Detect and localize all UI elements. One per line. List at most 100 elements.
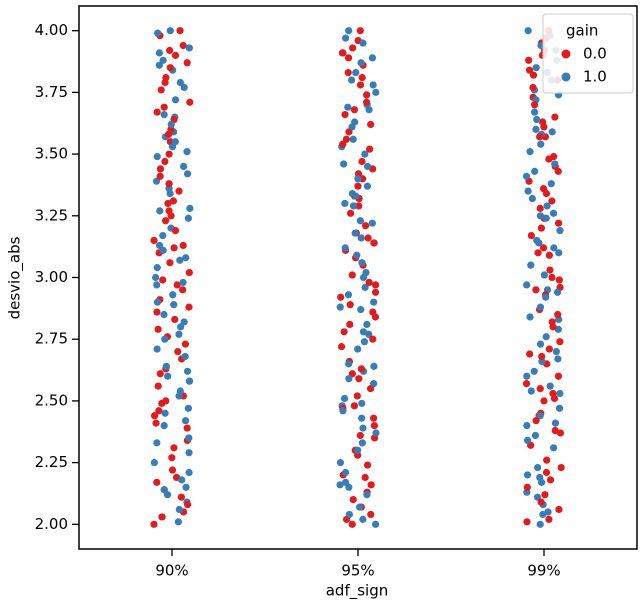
point (185, 449, 193, 457)
point (162, 217, 170, 225)
point (159, 246, 167, 254)
point (168, 454, 176, 462)
point (359, 424, 367, 432)
point (339, 140, 347, 148)
point (156, 207, 164, 215)
point (185, 268, 193, 277)
point (155, 241, 164, 250)
point (352, 69, 360, 77)
point (181, 340, 190, 348)
point (534, 249, 542, 257)
point (337, 293, 345, 301)
point (354, 446, 362, 454)
point (341, 468, 350, 477)
point (556, 389, 564, 398)
point (341, 199, 349, 208)
point (552, 347, 560, 356)
y-tick-label: 2.25 (35, 453, 68, 471)
point (537, 224, 545, 232)
point (160, 111, 168, 119)
point (539, 244, 548, 252)
point (159, 56, 167, 64)
point (340, 328, 348, 336)
point (357, 365, 366, 373)
y-tick-label: 3.50 (35, 145, 68, 163)
point (354, 175, 362, 183)
point (154, 29, 162, 37)
point (527, 261, 535, 269)
point (183, 59, 191, 67)
point (182, 254, 190, 262)
point (153, 478, 161, 486)
point (538, 352, 546, 361)
point (176, 78, 184, 87)
point (540, 271, 548, 279)
point (545, 345, 553, 353)
point (353, 392, 361, 400)
point (541, 491, 549, 499)
y-tick-label: 2.50 (35, 391, 68, 409)
point (180, 83, 188, 92)
point (548, 273, 556, 282)
point (539, 118, 547, 126)
point (340, 394, 349, 403)
point (523, 471, 532, 479)
point (154, 325, 162, 333)
point (174, 347, 182, 356)
point (336, 459, 345, 467)
point (171, 227, 180, 235)
point (156, 165, 165, 173)
point (159, 231, 167, 240)
point (356, 503, 364, 511)
point (357, 305, 365, 314)
point (355, 375, 363, 383)
point (155, 49, 163, 57)
point (346, 209, 355, 217)
point (365, 278, 373, 287)
point (160, 103, 168, 111)
point (529, 71, 538, 79)
point (371, 281, 380, 289)
point (336, 303, 344, 311)
point (350, 402, 358, 410)
point (367, 481, 375, 489)
point (179, 286, 187, 294)
point (173, 281, 181, 289)
point (165, 180, 173, 188)
point (372, 520, 380, 528)
point (175, 187, 183, 195)
point (171, 96, 180, 104)
point (166, 259, 174, 267)
point (177, 493, 185, 501)
point (151, 412, 159, 420)
point (372, 88, 380, 96)
point (166, 189, 174, 198)
point (356, 217, 364, 225)
point (342, 135, 351, 143)
point (369, 335, 377, 343)
point (153, 308, 161, 316)
point (362, 98, 371, 106)
x-tick-label: 90% (155, 562, 188, 580)
point (166, 64, 174, 72)
point (367, 510, 375, 519)
point (523, 436, 532, 444)
point (529, 83, 537, 92)
point (181, 352, 189, 361)
point (161, 335, 169, 343)
point (160, 421, 168, 430)
point (363, 91, 371, 99)
point (369, 81, 377, 89)
point (345, 27, 353, 35)
point (523, 518, 531, 526)
point (554, 219, 563, 227)
point (185, 303, 193, 311)
point (531, 431, 540, 440)
point (186, 204, 194, 212)
point (339, 407, 347, 415)
point (523, 281, 531, 289)
point (548, 128, 556, 136)
point (532, 417, 540, 425)
x-tick-label: 95% (341, 562, 374, 580)
point (371, 313, 380, 321)
